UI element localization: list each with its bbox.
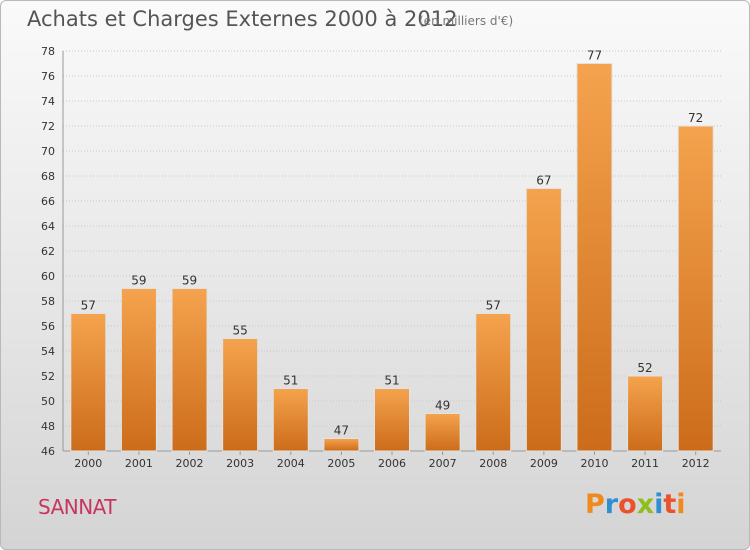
y-tick-label: 54: [41, 345, 55, 358]
logo-letter: o: [618, 489, 637, 520]
bar-2011: [627, 375, 664, 452]
bar-2010: [576, 63, 613, 452]
y-tick-label: 60: [41, 270, 55, 283]
x-tick-label: 2006: [378, 457, 406, 470]
bar-2001: [120, 288, 157, 452]
bar-2012: [677, 125, 714, 452]
logo-letter: x: [636, 489, 655, 520]
x-tick-label: 2005: [327, 457, 355, 470]
data-label: 77: [587, 49, 602, 63]
data-label: 59: [131, 274, 146, 288]
logo-letter: t: [663, 489, 677, 520]
chart-title: Achats et Charges Externes 2000 à 2012: [27, 7, 458, 31]
x-tick-label: 2009: [530, 457, 558, 470]
y-tick-label: 64: [41, 220, 55, 233]
x-tick-label: 2001: [125, 457, 153, 470]
y-tick-label: 74: [41, 95, 55, 108]
y-tick-label: 70: [41, 145, 55, 158]
y-tick-label: 62: [41, 245, 55, 258]
data-label: 51: [384, 374, 399, 388]
data-label: 47: [334, 424, 349, 438]
proxiti-logo: Proxiti: [585, 489, 686, 520]
x-tick-label: 2007: [429, 457, 457, 470]
bar-2007: [424, 413, 461, 452]
data-label: 52: [637, 361, 652, 375]
x-tick-label: 2011: [631, 457, 659, 470]
y-tick-label: 50: [41, 395, 55, 408]
x-tick-label: 2000: [74, 457, 102, 470]
y-tick-label: 58: [41, 295, 55, 308]
chart-subtitle: (en milliers d'€): [419, 14, 514, 28]
y-tick-label: 52: [41, 370, 55, 383]
city-name: SANNAT: [38, 495, 117, 519]
bar-2008: [475, 313, 512, 452]
data-label: 57: [486, 299, 501, 313]
data-label: 49: [435, 399, 450, 413]
y-tick-label: 68: [41, 170, 55, 183]
data-label: 51: [283, 374, 298, 388]
data-label: 59: [182, 274, 197, 288]
y-tick-label: 76: [41, 70, 55, 83]
bar-2000: [70, 313, 107, 452]
x-tick-label: 2010: [580, 457, 608, 470]
y-tick-label: 56: [41, 320, 55, 333]
y-tick-label: 66: [41, 195, 55, 208]
logo-letter: P: [585, 489, 605, 520]
y-tick-label: 72: [41, 120, 55, 133]
data-label: 57: [81, 299, 96, 313]
bar-2006: [374, 388, 410, 452]
bar-2005: [323, 438, 360, 452]
y-tick-label: 78: [41, 45, 55, 58]
y-tick-label: 48: [41, 420, 55, 433]
bar-2009: [525, 188, 562, 452]
data-label: 72: [688, 111, 703, 125]
x-tick-label: 2002: [176, 457, 204, 470]
x-tick-label: 2004: [277, 457, 305, 470]
bar-2004: [272, 388, 309, 452]
logo-letter: i: [676, 489, 686, 520]
x-tick-label: 2008: [479, 457, 507, 470]
bar-2002: [171, 288, 208, 452]
y-tick-label: 46: [41, 445, 55, 458]
bar-2003: [222, 338, 259, 452]
data-label: 55: [233, 324, 248, 338]
logo-letter: i: [654, 489, 664, 520]
logo-letter: r: [604, 489, 619, 520]
data-label: 67: [536, 174, 551, 188]
x-tick-label: 2003: [226, 457, 254, 470]
x-tick-label: 2012: [682, 457, 710, 470]
